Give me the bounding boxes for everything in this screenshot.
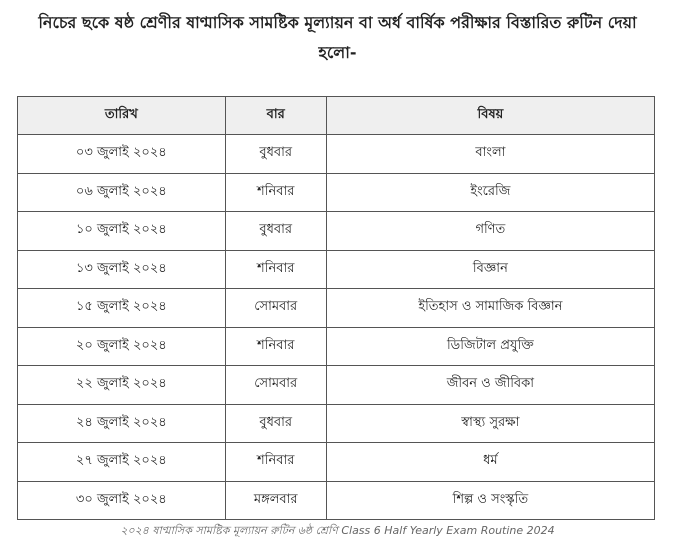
header-subject: বিষয় <box>325 96 656 135</box>
table-header-row: তারিখ বার বিষয় <box>17 96 656 135</box>
date-cell: ১৫ জুলাই ২০২৪ <box>17 288 226 328</box>
date-cell: ০৬ জুলাই ২০২৪ <box>17 172 226 212</box>
page-heading: নিচের ছকে ষষ্ঠ শ্রেণীর ষাণ্মাসিক সামষ্টি… <box>38 13 637 62</box>
table-row: ৩০ জুলাই ২০২৪ মঙ্গলবার শিল্প ও সংস্কৃতি <box>17 480 656 520</box>
table-row: ০৩ জুলাই ২০২৪ বুধবার বাংলা <box>17 134 656 174</box>
header-day: বার <box>224 96 327 135</box>
header-date: তারিখ <box>17 96 226 135</box>
table-row: ২৭ জুলাই ২০২৪ শনিবার ধর্ম <box>17 442 656 482</box>
image-caption: ২০২৪ ষাণ্মাসিক সামষ্টিক মূল্যায়ন রুটিন … <box>120 524 555 537</box>
exam-routine-table: তারিখ বার বিষয় ০৩ জুলাই ২০২৪ বুধবার বাংলা… <box>17 96 656 520</box>
table-row: ১৫ জুলাই ২০২৪ সোমবার ইতিহাস ও সামাজিক বিজ্… <box>17 288 656 328</box>
day-cell: শনিবার <box>224 442 327 482</box>
day-cell: সোমবার <box>224 365 327 405</box>
day-cell: শনিবার <box>224 326 327 366</box>
day-cell: সোমবার <box>224 288 327 328</box>
table-row: ১০ জুলাই ২০২৪ বুধবার গণিত <box>17 211 656 251</box>
subject-cell: ধর্ম <box>325 442 656 482</box>
date-cell: ২২ জুলাই ২০২৪ <box>17 365 226 405</box>
table-row: ২২ জুলাই ২০২৪ সোমবার জীবন ও জীবিকা <box>17 365 656 405</box>
subject-cell: বিজ্ঞান <box>325 249 656 289</box>
date-cell: ২০ জুলাই ২০২৪ <box>17 326 226 366</box>
day-cell: বুধবার <box>224 211 327 251</box>
subject-cell: শিল্প ও সংস্কৃতি <box>325 480 656 520</box>
subject-cell: ডিজিটাল প্রযুক্তি <box>325 326 656 366</box>
date-cell: ১৩ জুলাই ২০২৪ <box>17 249 226 289</box>
subject-cell: গণিত <box>325 211 656 251</box>
date-cell: ৩০ জুলাই ২০২৪ <box>17 480 226 520</box>
date-cell: ২৭ জুলাই ২০২৪ <box>17 442 226 482</box>
date-cell: ২৪ জুলাই ২০২৪ <box>17 403 226 443</box>
day-cell: বুধবার <box>224 403 327 443</box>
date-cell: ১০ জুলাই ২০২৪ <box>17 211 226 251</box>
subject-cell: স্বাস্থ্য সুরক্ষা <box>325 403 656 443</box>
day-cell: শনিবার <box>224 249 327 289</box>
day-cell: শনিবার <box>224 172 327 212</box>
table-row: ১৩ জুলাই ২০২৪ শনিবার বিজ্ঞান <box>17 249 656 289</box>
table-row: ২০ জুলাই ২০২৪ শনিবার ডিজিটাল প্রযুক্তি <box>17 326 656 366</box>
table-row: ০৬ জুলাই ২০২৪ শনিবার ইংরেজি <box>17 172 656 212</box>
subject-cell: জীবন ও জীবিকা <box>325 365 656 405</box>
table-row: ২৪ জুলাই ২০২৪ বুধবার স্বাস্থ্য সুরক্ষা <box>17 403 656 443</box>
date-cell: ০৩ জুলাই ২০২৪ <box>17 134 226 174</box>
subject-cell: বাংলা <box>325 134 656 174</box>
subject-cell: ইতিহাস ও সামাজিক বিজ্ঞান <box>325 288 656 328</box>
subject-cell: ইংরেজি <box>325 172 656 212</box>
day-cell: মঙ্গলবার <box>224 480 327 520</box>
day-cell: বুধবার <box>224 134 327 174</box>
